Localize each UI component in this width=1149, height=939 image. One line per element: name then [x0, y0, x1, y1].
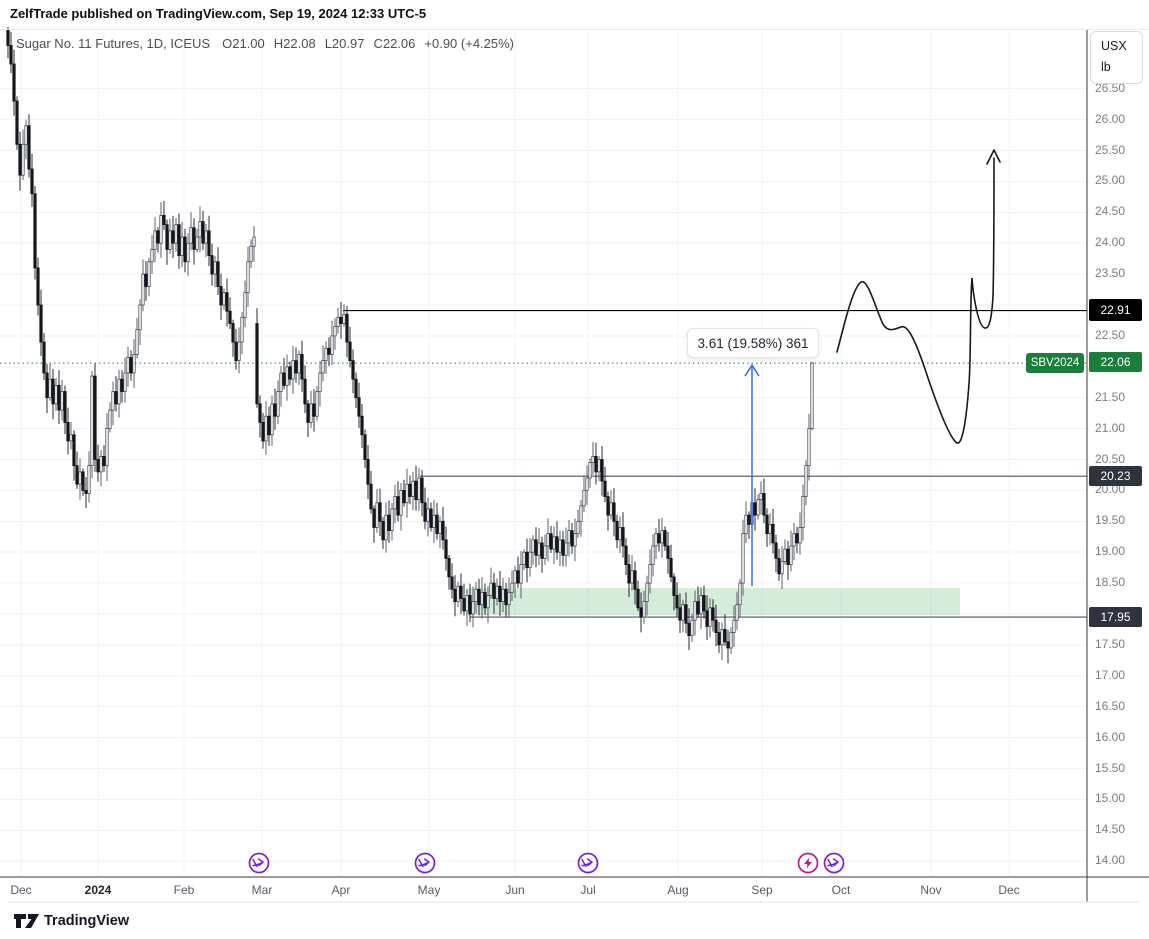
rollover-icon[interactable]	[247, 851, 271, 875]
price-tick-label: 17.00	[1095, 667, 1126, 682]
legend-change: +0.90 (+4.25%)	[424, 36, 515, 51]
candles	[6, 26, 814, 664]
price-tick-label: 18.50	[1095, 575, 1126, 590]
unit-currency: USX	[1101, 39, 1127, 53]
rollover-icon[interactable]	[822, 851, 846, 875]
measure-arrowhead	[744, 363, 760, 377]
price-tick-label: 25.50	[1095, 142, 1126, 157]
price-tick-label: 25.00	[1095, 173, 1126, 188]
unit-measure: lb	[1101, 60, 1111, 74]
price-tick-label: 24.50	[1095, 204, 1126, 219]
price-tick-label: 21.50	[1095, 389, 1126, 404]
contract-tag[interactable]: SBV2024	[1026, 353, 1084, 374]
projection-curve[interactable]	[836, 157, 995, 444]
legend-high: H22.08	[273, 36, 316, 51]
legend-low: L20.97	[324, 36, 365, 51]
price-tick-label: 26.00	[1095, 111, 1126, 126]
price-tick-label: 19.00	[1095, 544, 1126, 559]
level-price-label: 20.23	[1089, 465, 1142, 486]
symbol-legend[interactable]: Sugar No. 11 Futures, 1D, ICEUS O21.00 H22…	[16, 36, 523, 51]
price-axis[interactable]: 26.5026.0025.5025.0024.5024.0023.5023.00…	[1088, 0, 1149, 939]
rollover-icon[interactable]	[413, 851, 437, 875]
price-tick-label: 20.00	[1095, 482, 1126, 497]
price-tick-label: 16.50	[1095, 698, 1126, 713]
price-tick-label: 15.50	[1095, 760, 1126, 775]
price-tick-label: 22.50	[1095, 327, 1126, 342]
price-tick-label: 15.00	[1095, 791, 1126, 806]
current-price-label: 22.06	[1089, 352, 1142, 373]
measure-label[interactable]: 3.61 (19.58%) 361	[687, 328, 819, 358]
level-price-label: 17.95	[1089, 606, 1142, 627]
price-tick-label: 17.50	[1095, 636, 1126, 651]
legend-close: C22.06	[373, 36, 416, 51]
tradingview-logo-icon[interactable]	[14, 912, 42, 930]
price-tick-label: 26.50	[1095, 80, 1126, 95]
rollover-icon[interactable]	[576, 851, 600, 875]
level-price-label: 22.91	[1089, 299, 1142, 322]
projection-arrowhead	[986, 149, 1001, 165]
price-tick-label: 16.00	[1095, 729, 1126, 744]
tradingview-brand-text[interactable]: TradingView	[44, 913, 130, 929]
price-tick-label: 14.00	[1095, 853, 1126, 868]
unit-box: USX lb	[1090, 31, 1143, 84]
grid	[0, 30, 1087, 877]
axis-borders	[0, 29, 1149, 903]
price-tick-label: 19.50	[1095, 513, 1126, 528]
price-tick-label: 24.00	[1095, 235, 1126, 250]
attribution-text: ZelfTrade published on TradingView.com, …	[10, 6, 427, 21]
lightning-icon[interactable]	[796, 851, 820, 875]
legend-open: O21.00	[222, 36, 265, 51]
symbol-title: Sugar No. 11 Futures, 1D, ICEUS	[16, 36, 211, 51]
price-tick-label: 20.50	[1095, 451, 1126, 466]
price-tick-label: 23.50	[1095, 266, 1126, 281]
price-tick-label: 14.50	[1095, 822, 1126, 837]
price-tick-label: 21.00	[1095, 420, 1126, 435]
